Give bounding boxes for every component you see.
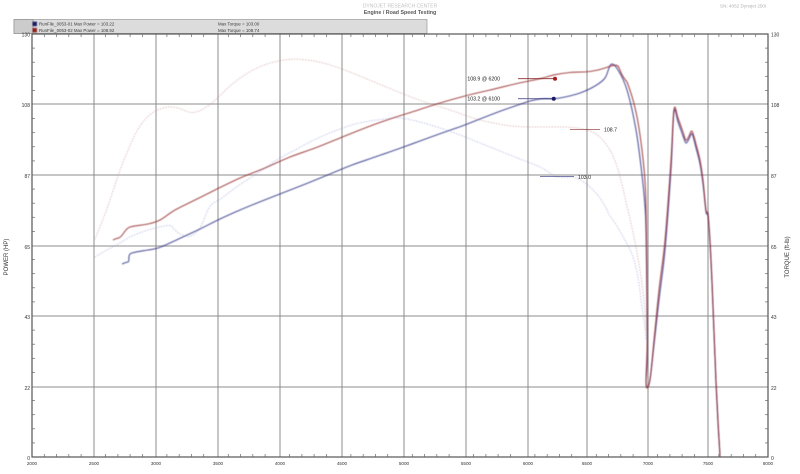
svg-text:RunFile_0053-01 Max Power = 10: RunFile_0053-01 Max Power = 103.22 <box>39 22 115 27</box>
svg-text:TORQUE (ft-lb): TORQUE (ft-lb) <box>785 236 791 277</box>
svg-text:Max Torque = 108.74: Max Torque = 108.74 <box>218 28 260 33</box>
svg-text:3500: 3500 <box>213 461 224 466</box>
svg-text:22: 22 <box>771 386 777 392</box>
svg-text:7000: 7000 <box>643 461 654 466</box>
svg-text:RunFile_0053-02 Max Power = 10: RunFile_0053-02 Max Power = 108.92 <box>39 28 115 33</box>
svg-text:2500: 2500 <box>89 461 100 466</box>
svg-text:8000: 8000 <box>763 461 774 466</box>
svg-text:65: 65 <box>771 245 777 251</box>
svg-text:6000: 6000 <box>523 461 534 466</box>
svg-text:7500: 7500 <box>703 461 714 466</box>
svg-text:6500: 6500 <box>582 461 593 466</box>
svg-text:4000: 4000 <box>275 461 286 466</box>
svg-text:3000: 3000 <box>151 461 162 466</box>
svg-text:Max Torque = 103.00: Max Torque = 103.00 <box>218 22 260 27</box>
svg-text:4500: 4500 <box>337 461 348 466</box>
svg-text:5000: 5000 <box>399 461 410 466</box>
svg-text:5500: 5500 <box>461 461 472 466</box>
svg-text:108.7: 108.7 <box>604 128 617 134</box>
svg-text:108: 108 <box>771 103 780 109</box>
svg-text:POWER (HP): POWER (HP) <box>4 239 10 276</box>
svg-text:65: 65 <box>24 245 30 251</box>
svg-text:103.0: 103.0 <box>578 175 591 181</box>
svg-text:SN: 4052 Dynojet 250i: SN: 4052 Dynojet 250i <box>720 4 766 9</box>
svg-text:Engine / Road Speed Testing: Engine / Road Speed Testing <box>364 10 437 16</box>
svg-text:2000: 2000 <box>27 461 38 466</box>
svg-text:130: 130 <box>22 33 31 39</box>
svg-text:22: 22 <box>24 386 30 392</box>
svg-text:DYNOJET RESEARCH CENTER: DYNOJET RESEARCH CENTER <box>363 4 438 10</box>
svg-text:43: 43 <box>24 315 30 321</box>
svg-text:87: 87 <box>24 174 30 180</box>
svg-text:130: 130 <box>771 33 780 39</box>
svg-text:87: 87 <box>771 174 777 180</box>
svg-text:108: 108 <box>22 103 31 109</box>
svg-text:103.2 @ 6100: 103.2 @ 6100 <box>467 97 500 103</box>
svg-text:43: 43 <box>771 315 777 321</box>
svg-text:108.9 @ 6200: 108.9 @ 6200 <box>467 77 500 83</box>
